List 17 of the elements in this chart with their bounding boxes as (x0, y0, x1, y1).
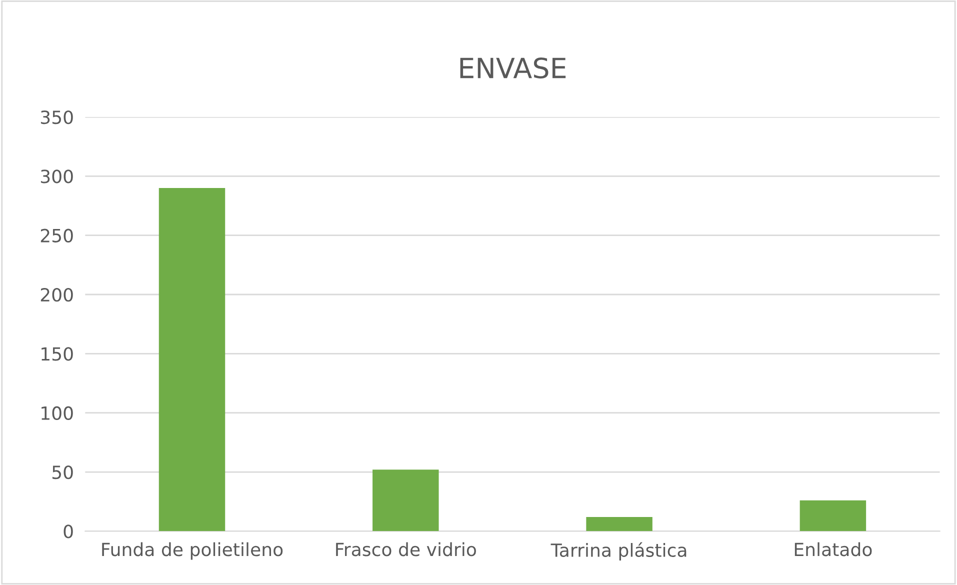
bar (586, 516, 652, 532)
bar (800, 500, 866, 532)
x-tick-label: Funda de polietileno (102, 542, 283, 560)
y-tick-label: 100 (42, 406, 73, 420)
x-tick-label: Tarrina plástica (550, 542, 686, 560)
y-tick-label: 0 (64, 524, 73, 538)
x-tick-label: Enlatado (794, 542, 872, 556)
y-tick-label: 200 (40, 288, 73, 302)
bar (372, 470, 439, 532)
y-tick-label: 250 (40, 228, 73, 242)
bar (158, 188, 226, 532)
y-tick-label: 150 (42, 347, 73, 361)
x-tick-label: Frasco de vidrio (336, 542, 476, 556)
y-tick-label: 50 (52, 465, 73, 480)
y-tick-label: 300 (40, 170, 73, 184)
y-tick-label: 350 (40, 110, 73, 124)
chart-title: ENVASE (460, 57, 566, 79)
